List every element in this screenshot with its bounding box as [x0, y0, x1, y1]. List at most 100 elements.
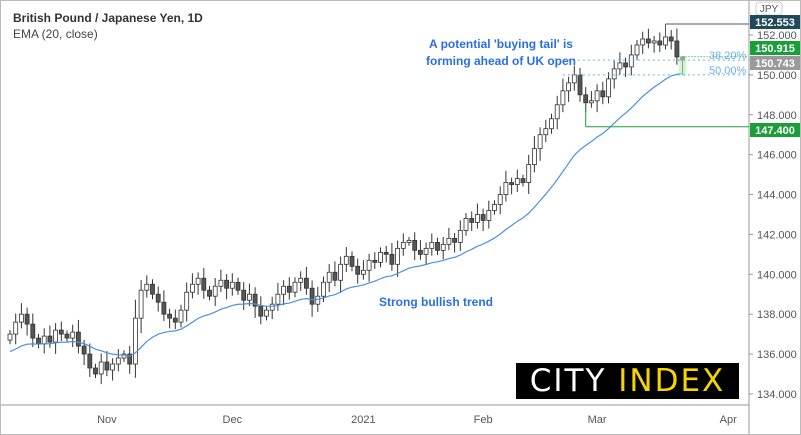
- candle: [93, 367, 98, 375]
- price-label-box: [750, 56, 800, 70]
- candle: [492, 204, 497, 211]
- candle: [155, 293, 161, 303]
- candle: [70, 331, 76, 339]
- candle: [509, 182, 515, 185]
- candle: [144, 283, 150, 291]
- currency-label: JPY: [760, 4, 779, 15]
- candle: [36, 337, 41, 345]
- candle: [281, 285, 287, 295]
- candle: [640, 38, 646, 46]
- candle: [663, 36, 668, 46]
- x-tick-label: Mar: [588, 414, 607, 426]
- candle: [229, 281, 235, 289]
- candle: [514, 178, 520, 185]
- price-label-box: [750, 41, 800, 55]
- candle: [497, 194, 503, 205]
- candle: [617, 62, 623, 70]
- y-tick-label: 144.000: [757, 190, 797, 202]
- candle: [150, 283, 155, 295]
- candle: [184, 291, 190, 311]
- candle: [127, 353, 133, 365]
- candle: [463, 218, 469, 231]
- y-tick-label: 148.000: [757, 110, 797, 122]
- annotation-line: forming ahead of UK open: [426, 54, 576, 68]
- candle: [224, 279, 230, 289]
- candle: [235, 281, 241, 291]
- candle: [600, 90, 606, 98]
- candle: [628, 54, 634, 68]
- x-tick-label: 2021: [351, 414, 375, 426]
- candle: [583, 94, 589, 104]
- candle: [480, 214, 486, 221]
- candle: [81, 345, 87, 355]
- candle: [315, 295, 321, 305]
- candle: [167, 313, 173, 319]
- candle: [303, 277, 309, 289]
- candle: [343, 255, 349, 265]
- candle: [360, 269, 366, 275]
- candle: [355, 265, 361, 275]
- candle: [406, 239, 412, 243]
- candle: [24, 313, 30, 325]
- candle: [634, 44, 640, 56]
- y-tick-label: 140.000: [757, 269, 797, 281]
- candle: [571, 74, 577, 84]
- candle: [309, 287, 315, 305]
- candle: [138, 289, 144, 319]
- trend-annotation: Strong bullish trend: [379, 295, 493, 309]
- candle: [47, 335, 53, 343]
- annotation-line: A potential 'buying tail' is: [429, 37, 573, 51]
- price-label: 150.743: [755, 58, 795, 70]
- y-tick-label: 152.000: [757, 30, 797, 42]
- logo-part: INDEX: [618, 363, 726, 399]
- candle: [195, 277, 201, 285]
- candle: [207, 289, 212, 297]
- candle: [577, 74, 583, 96]
- candle: [18, 313, 24, 323]
- candle: [258, 305, 264, 317]
- candle: [13, 321, 19, 335]
- x-tick-label: Nov: [97, 414, 117, 426]
- buying-tail-annotation: A potential 'buying tail' is forming ahe…: [401, 36, 601, 70]
- candle: [76, 331, 81, 347]
- candle: [554, 104, 560, 120]
- candle: [611, 68, 617, 80]
- indicator-label: EMA (20, close): [13, 27, 98, 41]
- candle: [218, 279, 224, 287]
- price-label: 150.915: [755, 43, 795, 55]
- y-tick-label: 138.000: [757, 309, 797, 321]
- candle: [161, 301, 167, 315]
- candle: [372, 259, 378, 263]
- candle: [486, 210, 492, 221]
- candle: [252, 293, 258, 307]
- y-tick-label: 146.000: [757, 150, 797, 162]
- candle: [400, 241, 406, 249]
- city-index-logo: CITY INDEX: [516, 363, 739, 399]
- candle: [378, 251, 383, 263]
- candle: [326, 271, 332, 283]
- candle: [452, 237, 458, 243]
- candle: [104, 361, 110, 371]
- candle: [366, 259, 372, 271]
- candle: [537, 134, 543, 150]
- y-tick-label: 142.000: [757, 229, 797, 241]
- y-tick-label: 134.000: [757, 389, 797, 401]
- candle: [457, 230, 463, 243]
- candle: [383, 251, 389, 255]
- candle: [178, 309, 184, 323]
- candle: [417, 249, 423, 255]
- candle: [674, 40, 680, 58]
- candle: [338, 263, 344, 281]
- candle: [589, 100, 594, 104]
- y-tick-label: 136.000: [757, 349, 797, 361]
- candle: [606, 78, 611, 98]
- x-tick-label: Feb: [474, 414, 493, 426]
- candle: [429, 241, 435, 249]
- candle: [668, 36, 674, 42]
- candle: [349, 255, 355, 267]
- candle: [395, 247, 401, 265]
- candle: [657, 40, 663, 46]
- candle: [435, 241, 440, 251]
